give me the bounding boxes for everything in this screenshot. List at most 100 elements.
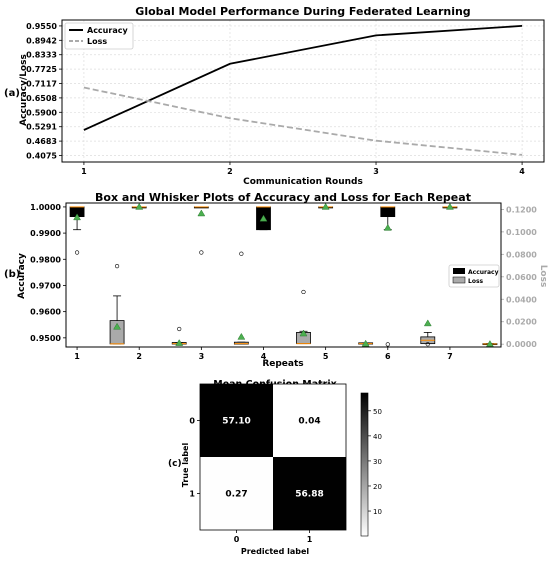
- panel-a-ytick-label: 0.5900: [26, 108, 57, 117]
- panel-a-x-axis-label: Communication Rounds: [243, 177, 363, 187]
- loss-box-1: [109, 264, 125, 345]
- panel-b-y2tick-label: 0.1000: [506, 228, 537, 237]
- panel-c-tick-labels: 0 1 0 1: [189, 417, 312, 545]
- confusion-cell-value: 0.04: [298, 417, 320, 427]
- loss-box-5: [358, 339, 374, 347]
- loss-box-6-outlier: [425, 342, 430, 347]
- panel-b-xtick-label: 3: [199, 352, 205, 361]
- panel-b-plot-frame: [65, 202, 502, 348]
- panel-b-title: Box and Whisker Plots of Accuracy and Lo…: [95, 191, 471, 204]
- panel-a-xtick-label: 1: [81, 167, 87, 176]
- confusion-cell-0-1: [273, 384, 346, 457]
- panel-c-y-axis-label: True label: [181, 443, 190, 488]
- confusion-cell-value: 56.88: [295, 490, 323, 500]
- panel-b-ytick-label: 1.0000: [30, 203, 61, 212]
- panel-c-colorbar-ticks: 10 20 30 40 50: [368, 408, 382, 516]
- panel-b-tick-labels: 0.9500 0.9600 0.9700 0.9800 0.9900 1.0000 0.00…: [30, 203, 537, 361]
- panel-c-x-axis-label: Predicted label: [241, 547, 310, 556]
- accuracy-box-7: [442, 202, 458, 210]
- panel-b-y2tick-label: 0.0600: [506, 273, 537, 282]
- series-line-loss: [83, 86, 523, 156]
- series-line-accuracy: [83, 25, 523, 131]
- loss-box-2-outlier: [177, 326, 182, 332]
- confusion-cell-0-0: [200, 384, 273, 457]
- panel-a-ytick-label: 0.4075: [26, 151, 57, 160]
- accuracy-box-6-mean-marker: [383, 223, 392, 231]
- legend-loss-box-label: Loss: [468, 278, 484, 285]
- accuracy-box-3: [193, 206, 209, 255]
- confusion-cell-value: 57.10: [222, 417, 250, 427]
- legend-accuracy-patch: [453, 268, 465, 274]
- panel-c-cells: 57.10 0.04 0.27 56.88: [199, 383, 347, 531]
- panel-c-colorbar-tick-label: 20: [373, 483, 382, 491]
- accuracy-box-1-outlier: [74, 250, 80, 255]
- panel-a-xtick-label: 4: [519, 167, 525, 176]
- panel-a-plot-frame: [61, 19, 545, 163]
- panel-a-legend: Accuracy Loss: [64, 22, 134, 50]
- panel-c-ytick-label: 0: [189, 417, 195, 426]
- legend-loss-label: Loss: [87, 37, 107, 46]
- panel-c-colorbar-tick-label: 50: [373, 408, 382, 416]
- panel-b-legend: Accuracy Loss: [448, 264, 500, 288]
- accuracy-box-6-outlier: [385, 342, 390, 347]
- accuracy-box-3-outlier: [199, 250, 204, 255]
- panel-b-xtick-label: 5: [323, 352, 329, 361]
- panel-b-y2-axis-label: Loss: [538, 265, 548, 288]
- panel-b-xtick-label: 2: [136, 352, 142, 361]
- panel-a-ytick-label: 0.5291: [26, 123, 57, 132]
- panel-b-ytick-label: 0.9500: [30, 334, 61, 343]
- accuracy-box-6-iqr: [380, 206, 396, 218]
- loss-box-3-mean-marker: [237, 332, 246, 340]
- panel-a-line-chart: (a) Global Model Performance During Fede…: [4, 5, 545, 187]
- loss-box-4-mean-marker: [299, 329, 308, 337]
- confusion-cell-value: 0.27: [225, 490, 247, 500]
- panel-a-ytick-label: 0.8333: [26, 51, 57, 60]
- loss-box-2-mean-marker: [175, 339, 184, 346]
- panel-a-label: (a): [4, 88, 20, 99]
- panel-b-ytick-label: 0.9600: [30, 308, 61, 317]
- accuracy-box-1: [69, 206, 85, 255]
- panel-a-ytick-label: 0.6508: [26, 94, 57, 103]
- panel-b-xtick-label: 4: [261, 352, 267, 361]
- panel-a-xtick-label: 2: [227, 167, 233, 176]
- panel-b-x-axis-label: Repeats: [262, 359, 303, 369]
- loss-box-5-mean-marker: [361, 339, 370, 347]
- panel-a-xtick-label: 3: [373, 167, 379, 176]
- panel-b-xtick-label: 1: [74, 352, 80, 361]
- panel-c-label: (c): [168, 459, 182, 469]
- loss-box-6: [420, 319, 436, 347]
- loss-box-1-mean-marker: [113, 322, 122, 330]
- legend-accuracy-label: Accuracy: [87, 26, 128, 35]
- panel-b-y2tick-label: 0.1200: [506, 205, 537, 214]
- panel-b-xtick-label: 6: [385, 352, 391, 361]
- accuracy-box-4-mean-marker: [259, 214, 268, 222]
- panel-c-colorbar-tick-label: 40: [373, 433, 382, 441]
- loss-box-1-outlier: [114, 264, 120, 269]
- panel-b-ytick-label: 0.9700: [30, 281, 61, 290]
- accuracy-box-7-mean-marker: [445, 202, 454, 210]
- panel-a-title: Global Model Performance During Federate…: [135, 5, 470, 18]
- panel-b-box-plot: (b) Box and Whisker Plots of Accuracy an…: [4, 191, 548, 369]
- panel-b-label: (b): [4, 269, 20, 280]
- panel-c-colorbar-tick-label: 10: [373, 508, 382, 516]
- panel-c-xtick-label: 1: [307, 535, 313, 544]
- accuracy-box-5: [318, 202, 334, 210]
- panel-a-gridlines: [62, 20, 544, 162]
- panel-b-ytick-label: 0.9900: [30, 229, 61, 238]
- loss-box-4-outlier: [301, 289, 306, 295]
- panel-b-y2tick-label: 0.0800: [506, 250, 537, 259]
- panel-c-ytick-label: 1: [189, 490, 195, 499]
- panel-a-ytick-label: 0.4683: [26, 137, 57, 146]
- accuracy-box-3-mean-marker: [197, 209, 206, 217]
- panel-c-confusion-matrix: (c) Mean Confusion Matrix True label Pre…: [168, 379, 382, 556]
- accuracy-box-2-mean-marker: [135, 202, 144, 210]
- panel-b-y2tick-label: 0.0200: [506, 318, 537, 327]
- panel-a-tick-labels: 0.4075 0.4683 0.5291 0.5900 0.6508 0.7117 0.77…: [26, 22, 525, 176]
- accuracy-box-1-mean-marker: [73, 213, 82, 221]
- accuracy-box-4: [256, 206, 271, 231]
- loss-box-3: [233, 251, 249, 345]
- panel-b-y2tick-label: 0.0400: [506, 295, 537, 304]
- confusion-frame: [199, 383, 347, 531]
- confusion-cell-1-1: [273, 457, 346, 530]
- panel-a-ytick-label: 0.7725: [26, 65, 57, 74]
